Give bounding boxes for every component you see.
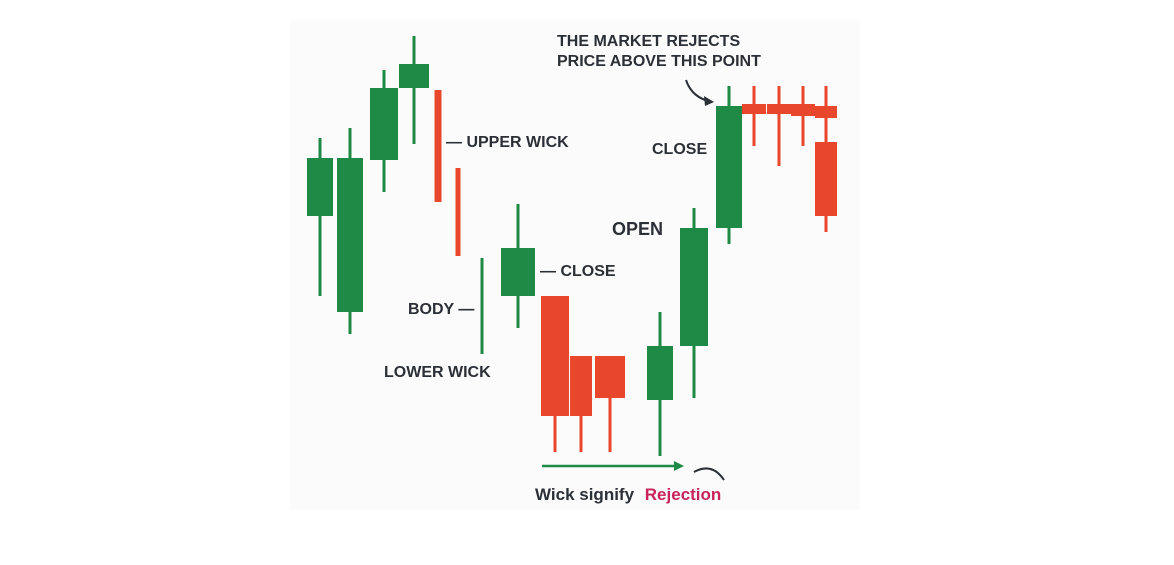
- candle-9: [570, 356, 592, 452]
- candle-7: [501, 204, 535, 328]
- candle-body: [455, 168, 461, 256]
- candle-body: [815, 142, 837, 216]
- body-label: BODY —: [408, 301, 474, 318]
- bottom-curve-mark: [693, 467, 725, 481]
- candle-4: [399, 36, 429, 144]
- candle-body: [541, 296, 569, 416]
- candle-3: [370, 70, 398, 192]
- candle-body: [307, 158, 333, 216]
- candle-body: [647, 346, 673, 400]
- bottom-arrow-head: [674, 461, 684, 471]
- candle-2: [337, 128, 363, 334]
- candle-10: [595, 356, 625, 452]
- caption-highlight: Rejection: [645, 485, 722, 504]
- candle-14: [742, 86, 766, 146]
- lower-wick-label: LOWER WICK: [384, 364, 491, 381]
- candle-12: [680, 208, 708, 398]
- candle-body: [716, 106, 742, 228]
- candle-18: [815, 142, 837, 232]
- upper-wick-label: — UPPER WICK: [446, 134, 569, 151]
- candle-body: [370, 88, 398, 160]
- caption-prefix: Wick signify: [535, 485, 635, 504]
- candle-body: [815, 106, 837, 118]
- rejection-arrow-head: [704, 96, 714, 106]
- candle-5: [434, 90, 442, 202]
- candle-16: [791, 86, 815, 146]
- candle-11: [647, 312, 673, 456]
- candles-group: [307, 36, 837, 456]
- candle-body: [337, 158, 363, 312]
- candle-body: [570, 356, 592, 416]
- candle-1: [307, 138, 333, 296]
- open-label: OPEN: [612, 219, 663, 239]
- close-mid-label: — CLOSE: [540, 263, 616, 280]
- candle-body: [767, 104, 791, 114]
- candle-15: [767, 86, 791, 166]
- candle-body: [595, 356, 625, 398]
- candle-6: [455, 168, 461, 256]
- candle-body: [434, 90, 442, 202]
- candle-body: [680, 228, 708, 346]
- candle-body: [501, 248, 535, 296]
- caption: Wick signify Rejection: [535, 485, 721, 504]
- candle-body: [399, 64, 429, 88]
- candle-13: [716, 86, 742, 244]
- candle-body: [791, 104, 815, 116]
- rejects-label-line2: PRICE ABOVE THIS POINT: [557, 53, 761, 70]
- candle-8: [541, 296, 569, 452]
- rejects-label-line1: THE MARKET REJECTS: [557, 33, 740, 50]
- candle-body: [742, 104, 766, 114]
- close-top-label: CLOSE: [652, 141, 707, 158]
